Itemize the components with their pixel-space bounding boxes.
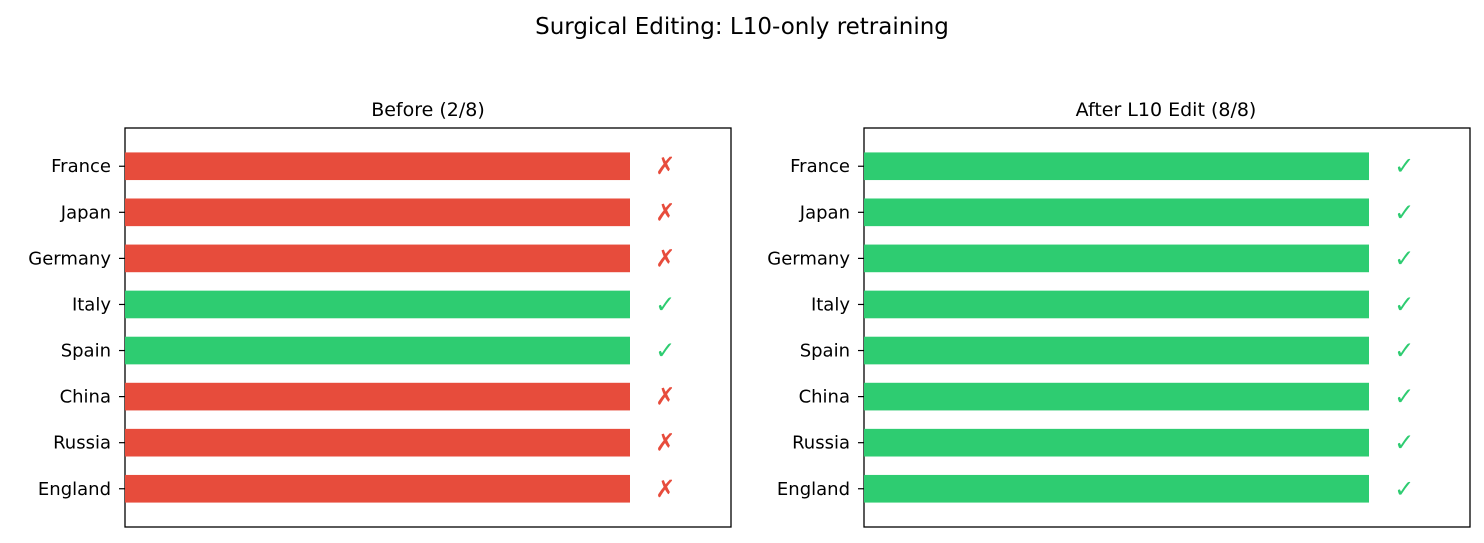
bars-after: France ✓ Japan ✓ Germany ✓ Italy ✓ Spain ✓ China ✓ R… bbox=[767, 152, 1414, 503]
status-mark-after-spain: ✓ bbox=[1394, 337, 1414, 365]
status-mark-before-russia: ✗ bbox=[655, 429, 675, 457]
status-mark-after-russia: ✓ bbox=[1394, 429, 1414, 457]
status-mark-after-france: ✓ bbox=[1394, 152, 1414, 180]
y-tick-label-after-japan: Japan bbox=[799, 202, 850, 223]
plot-frame-after bbox=[863, 127, 1471, 528]
y-tick-label-before-germany: Germany bbox=[28, 248, 111, 269]
y-tick-label-before-russia: Russia bbox=[53, 433, 111, 454]
status-mark-before-spain: ✓ bbox=[655, 337, 675, 365]
status-mark-before-france: ✗ bbox=[655, 152, 675, 180]
y-tick-label-after-germany: Germany bbox=[767, 248, 850, 269]
bar-after-china bbox=[864, 382, 1369, 411]
y-tick-label-after-france: France bbox=[790, 156, 850, 177]
y-tick-label-before-spain: Spain bbox=[61, 341, 111, 362]
bar-after-spain bbox=[864, 336, 1369, 365]
y-tick-label-before-italy: Italy bbox=[72, 294, 111, 315]
y-tick-label-after-russia: Russia bbox=[792, 433, 850, 454]
bar-before-england bbox=[125, 474, 630, 503]
plot-frame-before bbox=[124, 127, 732, 528]
status-mark-before-china: ✗ bbox=[655, 383, 675, 411]
bar-before-germany bbox=[125, 244, 630, 273]
bar-after-italy bbox=[864, 290, 1369, 319]
status-mark-before-japan: ✗ bbox=[655, 198, 675, 226]
bar-after-england bbox=[864, 474, 1369, 503]
status-mark-after-china: ✓ bbox=[1394, 383, 1414, 411]
y-tick-label-after-england: England bbox=[777, 479, 850, 500]
status-mark-before-england: ✗ bbox=[655, 475, 675, 503]
bar-before-russia bbox=[125, 428, 630, 457]
bar-before-spain bbox=[125, 336, 630, 365]
status-mark-after-germany: ✓ bbox=[1394, 244, 1414, 272]
status-mark-after-japan: ✓ bbox=[1394, 198, 1414, 226]
y-tick-label-before-england: England bbox=[38, 479, 111, 500]
bar-after-france bbox=[864, 152, 1369, 181]
status-mark-after-england: ✓ bbox=[1394, 475, 1414, 503]
status-mark-before-germany: ✗ bbox=[655, 244, 675, 272]
bars-before: France ✗ Japan ✗ Germany ✗ Italy ✓ Spain ✓ China ✗ R… bbox=[28, 152, 675, 503]
y-tick-label-before-japan: Japan bbox=[60, 202, 111, 223]
y-tick-label-after-china: China bbox=[799, 387, 850, 408]
y-tick-label-before-france: France bbox=[51, 156, 111, 177]
bar-before-japan bbox=[125, 198, 630, 227]
bar-after-russia bbox=[864, 428, 1369, 457]
y-tick-label-before-china: China bbox=[60, 387, 111, 408]
y-tick-label-after-spain: Spain bbox=[800, 341, 850, 362]
y-tick-label-after-italy: Italy bbox=[811, 294, 850, 315]
bar-before-france bbox=[125, 152, 630, 181]
bar-before-china bbox=[125, 382, 630, 411]
bar-after-japan bbox=[864, 198, 1369, 227]
bar-after-germany bbox=[864, 244, 1369, 273]
panel-title-after: After L10 Edit (8/8) bbox=[1076, 99, 1257, 121]
status-mark-after-italy: ✓ bbox=[1394, 290, 1414, 318]
panel-after: After L10 Edit (8/8) France ✓ Japan ✓ German… bbox=[767, 99, 1471, 528]
panel-title-before: Before (2/8) bbox=[371, 99, 485, 121]
panel-before: Before (2/8) France ✗ Japan ✗ Germany ✗ Italy ✓… bbox=[28, 99, 732, 528]
figure-title: Surgical Editing: L10-only retraining bbox=[535, 14, 949, 40]
bar-before-italy bbox=[125, 290, 630, 319]
status-mark-before-italy: ✓ bbox=[655, 290, 675, 318]
